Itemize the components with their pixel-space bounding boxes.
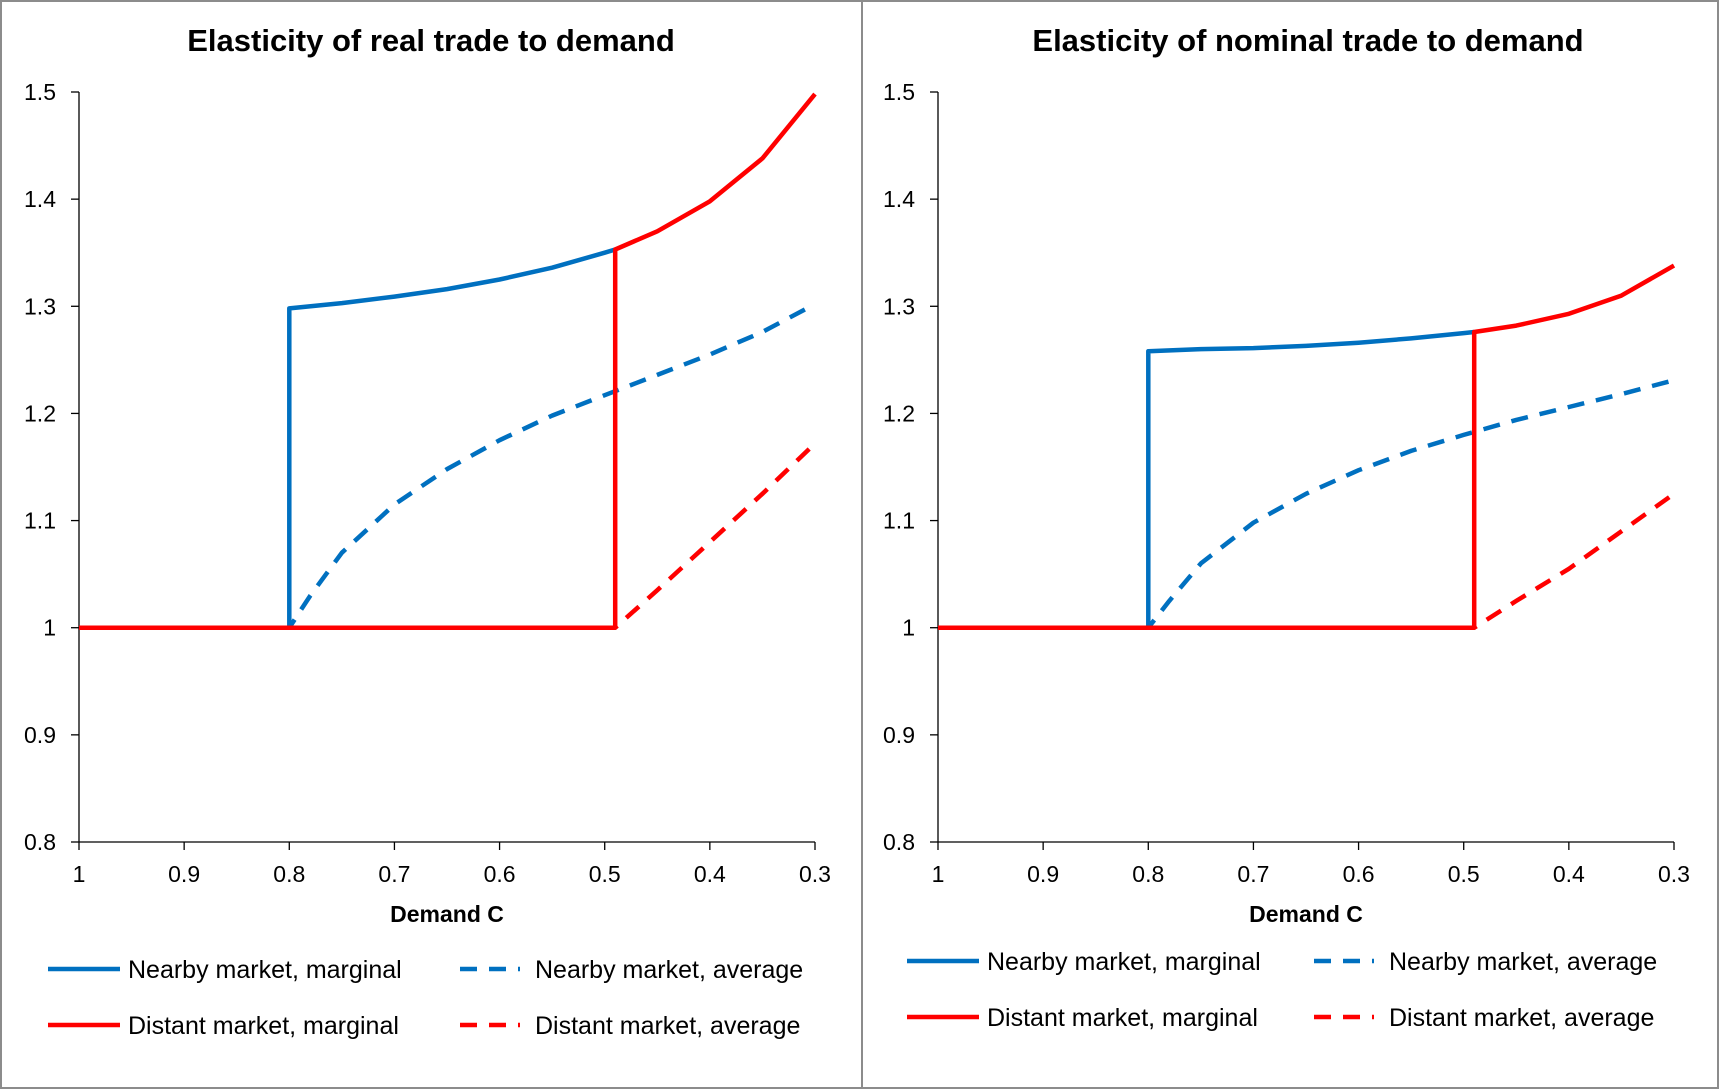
x-tick-label: 0.3 xyxy=(1658,861,1690,887)
y-tick-label: 1.4 xyxy=(24,186,56,212)
y-tick-label: 1 xyxy=(902,615,915,641)
x-tick-label: 0.7 xyxy=(1237,861,1269,887)
chart-title: Elasticity of nominal trade to demand xyxy=(1032,23,1583,58)
x-tick-label: 0.6 xyxy=(1343,861,1375,887)
legend-label: Distant market, marginal xyxy=(987,1004,1258,1032)
y-tick-label: 1.5 xyxy=(883,79,915,105)
x-tick-label: 1 xyxy=(932,861,945,887)
y-tick-label: 1.2 xyxy=(883,400,915,426)
series-line-nearby-market-average xyxy=(938,378,1675,630)
chart-panel-real: Elasticity of real trade to demand 0.8 0.9… xyxy=(24,23,831,1040)
y-tick-label: 1.4 xyxy=(883,186,915,212)
y-tick-label: 0.8 xyxy=(24,829,56,855)
y-tick-label: 1.3 xyxy=(24,293,56,319)
y-tick-label: 1.3 xyxy=(883,293,915,319)
y-tick-label: 1.2 xyxy=(24,400,56,426)
y-tick-label: 0.9 xyxy=(883,722,915,748)
chart-panel-nominal: Elasticity of nominal trade to demand 0.8… xyxy=(883,23,1690,1032)
x-tick-label: 0.7 xyxy=(378,861,410,887)
legend-label: Nearby market, marginal xyxy=(987,948,1261,976)
x-tick-label: 0.5 xyxy=(589,861,621,887)
series-line-nearby-market-average xyxy=(79,302,817,630)
x-tick-label: 0.3 xyxy=(799,861,831,887)
x-tick-label: 0.6 xyxy=(484,861,516,887)
x-axis-label: Demand C xyxy=(1249,901,1363,927)
y-tick-label: 1.5 xyxy=(24,79,56,105)
x-axis-label: Demand C xyxy=(390,901,504,927)
x-tick-label: 1 xyxy=(73,861,86,887)
x-tick-label: 0.4 xyxy=(694,861,726,887)
chart-title: Elasticity of real trade to demand xyxy=(187,23,675,58)
series-line-distant-market-marginal xyxy=(79,92,817,630)
legend-label: Distant market, marginal xyxy=(128,1012,399,1040)
x-tick-label: 0.9 xyxy=(1027,861,1059,887)
y-tick-label: 1.1 xyxy=(883,508,915,534)
y-tick-label: 0.9 xyxy=(24,722,56,748)
legend-label: Nearby market, average xyxy=(1389,948,1657,976)
series-line-nearby-market-marginal xyxy=(938,329,1475,630)
x-tick-label: 0.8 xyxy=(273,861,305,887)
legend-label: Nearby market, marginal xyxy=(128,956,402,984)
series-line-nearby-market-marginal xyxy=(79,247,616,630)
x-tick-label: 0.9 xyxy=(168,861,200,887)
x-tick-label: 0.8 xyxy=(1132,861,1164,887)
legend-label: Nearby market, average xyxy=(535,956,803,984)
y-tick-label: 1 xyxy=(43,615,56,641)
y-tick-label: 0.8 xyxy=(883,829,915,855)
x-tick-label: 0.5 xyxy=(1448,861,1480,887)
x-tick-label: 0.4 xyxy=(1553,861,1585,887)
y-tick-label: 1.1 xyxy=(24,508,56,534)
legend-label: Distant market, average xyxy=(535,1012,800,1040)
series-line-distant-market-marginal xyxy=(938,263,1676,630)
legend-label: Distant market, average xyxy=(1389,1004,1654,1032)
